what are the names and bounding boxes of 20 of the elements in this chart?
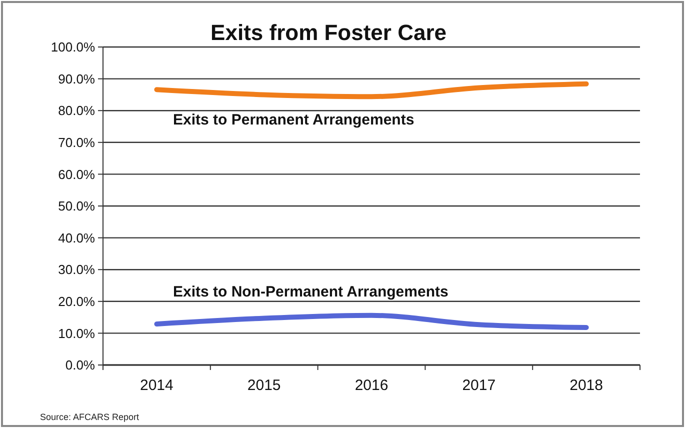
y-tick-label: 50.0% — [58, 198, 96, 214]
y-tick-label: 10.0% — [58, 326, 96, 341]
x-tick-label: 2014 — [140, 377, 174, 394]
y-tick-label: 100.0% — [50, 40, 96, 55]
series-label: Exits to Non-Permanent Arrangements — [173, 283, 448, 300]
y-tick-label: 0.0% — [65, 358, 96, 373]
x-tick-label: 2015 — [247, 377, 281, 394]
y-tick-label: 90.0% — [58, 71, 96, 86]
x-tick-label: 2016 — [354, 377, 388, 394]
chart-title: Exits from Foster Care — [210, 20, 447, 45]
y-tick-label: 40.0% — [58, 230, 96, 246]
y-tick-label: 20.0% — [58, 294, 96, 309]
y-tick-label: 70.0% — [58, 134, 96, 150]
series-label: Exits to Permanent Arrangements — [173, 112, 414, 129]
source-note: Source: AFCARS Report — [40, 412, 140, 422]
x-tick-label: 2017 — [462, 377, 496, 394]
x-tick-label: 2018 — [570, 377, 603, 394]
y-tick-label: 80.0% — [58, 103, 96, 118]
y-tick-label: 30.0% — [58, 262, 96, 278]
y-tick-label: 60.0% — [58, 166, 96, 182]
